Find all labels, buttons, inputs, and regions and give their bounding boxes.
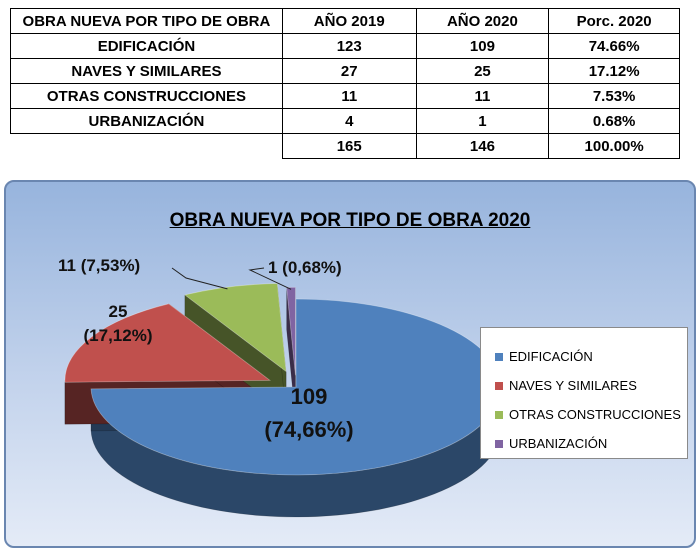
- data-label-urbanizacion: 1 (0,68%): [268, 258, 342, 277]
- legend-swatch-otras: [495, 410, 503, 419]
- cell-2020: 25: [415, 58, 550, 84]
- legend-label: OTRAS CONSTRUCCIONES: [509, 407, 681, 422]
- header-cell-type: OBRA NUEVA POR TIPO DE OBRA: [10, 8, 283, 34]
- cell-2019: 27: [281, 58, 417, 84]
- totals-blank-cell: [10, 133, 283, 159]
- cell-2020: 1: [415, 108, 550, 134]
- data-label-edificacion: 109 (74,66%): [234, 380, 384, 446]
- total-2020: 146: [415, 133, 550, 159]
- leader-line-urbanizacion: [248, 267, 292, 290]
- cell-2020: 11: [415, 83, 550, 109]
- data-label-naves-value: 25: [108, 302, 128, 321]
- data-label-otras: 11 (7,53%): [58, 256, 141, 275]
- data-label-edificacion-percent: (74,66%): [264, 417, 354, 442]
- header-cell-percent: Porc. 2020: [548, 8, 680, 34]
- data-table: OBRA NUEVA POR TIPO DE OBRA AÑO 2019 AÑO…: [10, 8, 680, 159]
- table-row: URBANIZACIÓN 4 1 0.68%: [10, 108, 680, 134]
- cell-percent: 7.53%: [548, 83, 680, 109]
- cell-type: OTRAS CONSTRUCCIONES: [10, 83, 283, 109]
- total-2019: 165: [281, 133, 417, 159]
- leader-line-otras: [171, 267, 228, 290]
- header-cell-2020: AÑO 2020: [415, 8, 550, 34]
- cell-2019: 11: [281, 83, 417, 109]
- chart-title: OBRA NUEVA POR TIPO DE OBRA 2020: [169, 210, 531, 231]
- chart-legend: EDIFICACIÓN NAVES Y SIMILARES OTRAS CONS…: [480, 327, 688, 459]
- cell-percent: 17.12%: [548, 58, 680, 84]
- pie-chart: OBRA NUEVA POR TIPO DE OBRA 2020 109 (74…: [4, 180, 696, 548]
- total-percent: 100.00%: [548, 133, 680, 159]
- pie-slice-edificacion: [90, 298, 502, 476]
- cell-2019: 4: [281, 108, 417, 134]
- cell-percent: 0.68%: [548, 108, 680, 134]
- cell-type: NAVES Y SIMILARES: [10, 58, 283, 84]
- legend-item-urbanizacion: URBANIZACIÓN: [481, 429, 687, 458]
- legend-label: URBANIZACIÓN: [509, 436, 608, 451]
- cell-percent: 74.66%: [548, 33, 680, 59]
- data-label-naves: 25 (17,12%): [60, 300, 176, 348]
- legend-item-otras: OTRAS CONSTRUCCIONES: [481, 400, 687, 429]
- pie-slice-naves: [64, 303, 272, 383]
- table-row: OTRAS CONSTRUCCIONES 11 11 7.53%: [10, 83, 680, 109]
- legend-swatch-urbanizacion: [495, 439, 503, 448]
- pie-slice-otras: [183, 283, 287, 373]
- legend-label: NAVES Y SIMILARES: [509, 378, 637, 393]
- legend-item-edificacion: EDIFICACIÓN: [481, 342, 687, 371]
- cell-2019: 123: [281, 33, 417, 59]
- header-cell-2019: AÑO 2019: [281, 8, 417, 34]
- cell-2020: 109: [415, 33, 550, 59]
- table-row: NAVES Y SIMILARES 27 25 17.12%: [10, 58, 680, 84]
- table-totals-row: 165 146 100.00%: [10, 133, 680, 159]
- cell-type: EDIFICACIÓN: [10, 33, 283, 59]
- table-header-row: OBRA NUEVA POR TIPO DE OBRA AÑO 2019 AÑO…: [10, 8, 680, 34]
- data-label-edificacion-value: 109: [290, 384, 328, 409]
- table-row: EDIFICACIÓN 123 109 74.66%: [10, 33, 680, 59]
- legend-item-naves: NAVES Y SIMILARES: [481, 371, 687, 400]
- legend-swatch-naves: [495, 381, 503, 390]
- pie-chart-svg: [64, 267, 502, 518]
- cell-type: URBANIZACIÓN: [10, 108, 283, 134]
- legend-label: EDIFICACIÓN: [509, 349, 593, 364]
- data-label-naves-percent: (17,12%): [83, 326, 153, 345]
- legend-swatch-edificacion: [495, 352, 503, 361]
